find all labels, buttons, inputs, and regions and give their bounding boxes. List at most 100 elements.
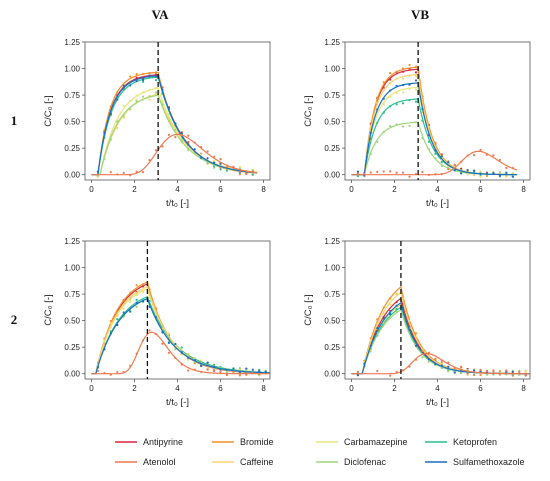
data-point-ketoprofen (434, 152, 437, 155)
data-point-atenolol (466, 154, 469, 157)
y-tick-label: 1.00 (324, 65, 340, 74)
data-point-sulfamethoxazole (129, 310, 132, 313)
data-point-sulfamethoxazole (161, 331, 164, 334)
data-point-sulfamethoxazole (122, 84, 125, 87)
legend-item-sulfamethoxazole: Sulfamethoxazole (425, 457, 525, 467)
data-point-carbamazepine (135, 94, 138, 97)
legend-label: Ketoprofen (453, 437, 497, 447)
data-point-caffeine (148, 98, 151, 101)
data-point-sulfamethoxazole (434, 363, 437, 366)
data-point-atenolol (363, 172, 366, 176)
data-point-sulfamethoxazole (129, 84, 132, 87)
data-point-caffeine (389, 303, 392, 306)
column-header-va: VA (151, 7, 169, 22)
legend-label: Antipyrine (143, 437, 183, 447)
data-point-atenolol (232, 165, 235, 168)
data-point-bromide (135, 73, 138, 76)
data-point-atenolol (401, 369, 405, 372)
data-point-diclofenac (382, 322, 385, 325)
data-point-caffeine (479, 175, 482, 178)
data-point-atenolol (505, 369, 508, 372)
data-point-atenolol (485, 153, 489, 156)
data-point-sulfamethoxazole (200, 156, 203, 159)
legend-label: Caffeine (240, 457, 273, 467)
data-point-diclofenac (369, 350, 372, 353)
data-point-atenolol (238, 374, 241, 377)
data-point-atenolol (180, 363, 183, 366)
data-point-diclofenac (109, 138, 112, 141)
data-point-ketoprofen (414, 100, 418, 103)
data-point-carbamazepine (161, 100, 164, 103)
data-point-atenolol (148, 329, 151, 332)
data-point-sulfamethoxazole (356, 170, 360, 173)
data-point-sulfamethoxazole (161, 88, 164, 91)
data-point-carbamazepine (180, 353, 183, 356)
data-point-caffeine (141, 289, 145, 293)
x-tick-label: 6 (478, 185, 483, 194)
data-point-diclofenac (408, 124, 411, 127)
y-tick-label: 0.25 (324, 343, 340, 352)
data-point-bromide (129, 75, 132, 78)
data-point-sulfamethoxazole (148, 74, 151, 77)
data-point-caffeine (414, 335, 418, 338)
y-tick-label: 0.00 (64, 171, 80, 180)
series-line-atenolol (91, 331, 270, 375)
data-point-sulfamethoxazole (109, 332, 112, 335)
data-point-sulfamethoxazole (460, 172, 463, 175)
legend-item-caffeine: Caffeine (212, 457, 273, 467)
data-point-diclofenac (369, 152, 372, 156)
data-point-caffeine (376, 101, 379, 104)
x-axis-label: t/t₀ [-] (166, 397, 189, 408)
data-point-atenolol (466, 372, 469, 375)
y-tick-label: 0.25 (324, 144, 340, 153)
data-point-ketoprofen (440, 160, 443, 164)
legend-label: Bromide (240, 437, 274, 447)
panel-vb-1: 0.00 0.25 0.50 0.75 1.00 1.25 0 2 4 6 8 t/t₀ [-] C/C… (303, 38, 531, 209)
data-point-carbamazepine (408, 87, 411, 90)
data-point-atenolol (187, 134, 190, 137)
data-point-caffeine (408, 320, 411, 323)
data-point-atenolol (460, 160, 463, 163)
series-line-carbamazepine (91, 287, 271, 375)
data-point-atenolol (141, 339, 145, 342)
data-point-diclofenac (122, 114, 125, 118)
data-point-ketoprofen (225, 169, 229, 172)
data-point-caffeine (122, 303, 125, 306)
data-point-antipyrine (395, 300, 398, 304)
data-point-sulfamethoxazole (414, 344, 418, 347)
x-tick-label: 0 (349, 384, 354, 393)
series-line-atenolol (351, 150, 518, 176)
data-point-ketoprofen (141, 80, 145, 83)
y-tick-label: 1.25 (324, 38, 340, 47)
data-point-sulfamethoxazole (167, 341, 170, 345)
data-point-atenolol (109, 171, 112, 174)
data-point-atenolol (395, 370, 398, 374)
data-point-atenolol (103, 372, 106, 375)
column-header-vb: VB (411, 7, 429, 22)
panel-va-2: 0.00 0.25 0.50 0.75 1.00 1.25 0 2 4 6 8 t/t₀ [-] C/C… (43, 237, 271, 408)
data-point-bromide (154, 71, 158, 74)
data-point-diclofenac (460, 372, 463, 375)
data-point-sulfamethoxazole (193, 148, 196, 151)
data-point-sulfamethoxazole (193, 359, 196, 362)
data-point-diclofenac (116, 120, 119, 123)
data-point-atenolol (472, 373, 476, 376)
data-point-bromide (395, 70, 398, 73)
data-point-ketoprofen (135, 298, 138, 301)
data-point-atenolol (167, 351, 170, 354)
data-point-sulfamethoxazole (434, 149, 437, 152)
data-point-bromide (109, 320, 112, 323)
data-point-sulfamethoxazole (103, 131, 106, 134)
y-tick-label: 0.75 (64, 290, 80, 299)
x-tick-label: 8 (521, 384, 526, 393)
data-point-atenolol (395, 171, 398, 174)
data-point-atenolol (96, 369, 100, 373)
y-axis-label: C/C₀ [-] (303, 95, 314, 126)
data-point-diclofenac (135, 100, 138, 103)
data-point-diclofenac (174, 348, 177, 351)
x-tick-label: 8 (521, 185, 526, 194)
data-point-atenolol (238, 170, 241, 173)
data-point-sulfamethoxazole (414, 79, 418, 82)
data-point-caffeine (116, 314, 119, 318)
